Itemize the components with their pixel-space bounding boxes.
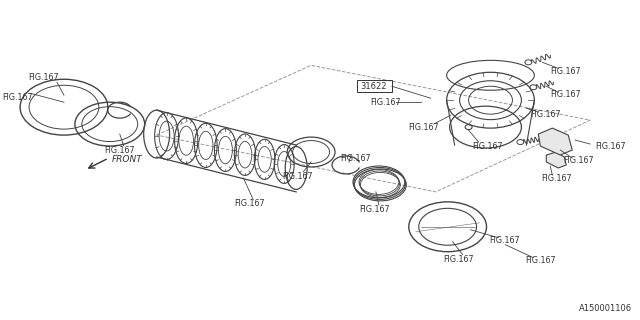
- Text: FIG.167: FIG.167: [472, 141, 503, 150]
- Polygon shape: [547, 152, 566, 168]
- Text: FIG.167: FIG.167: [595, 141, 626, 150]
- Text: FIG.167: FIG.167: [563, 156, 593, 165]
- Text: FIG.167: FIG.167: [371, 98, 401, 107]
- Text: FIG.167: FIG.167: [282, 172, 312, 181]
- Text: FIG.167: FIG.167: [104, 146, 135, 155]
- Text: FIG.167: FIG.167: [550, 67, 580, 76]
- Text: FIG.167: FIG.167: [525, 256, 556, 265]
- Text: FIG.167: FIG.167: [340, 154, 371, 163]
- Bar: [357, 80, 392, 92]
- Text: FIG.167: FIG.167: [360, 205, 390, 214]
- Text: FIG.167: FIG.167: [550, 90, 580, 99]
- Text: FIG.167: FIG.167: [489, 236, 520, 245]
- Text: FIG.167: FIG.167: [408, 123, 439, 132]
- Text: FIG.167: FIG.167: [2, 93, 33, 102]
- Polygon shape: [538, 128, 572, 155]
- Text: FIG.167: FIG.167: [541, 174, 572, 183]
- Text: FIG.167: FIG.167: [530, 110, 561, 119]
- Text: FIG.167: FIG.167: [234, 199, 264, 208]
- Text: 31622: 31622: [361, 82, 387, 91]
- Text: A150001106: A150001106: [579, 304, 632, 314]
- Text: FRONT: FRONT: [112, 156, 143, 164]
- Text: FIG.167: FIG.167: [29, 73, 60, 82]
- Text: FIG.167: FIG.167: [444, 255, 474, 264]
